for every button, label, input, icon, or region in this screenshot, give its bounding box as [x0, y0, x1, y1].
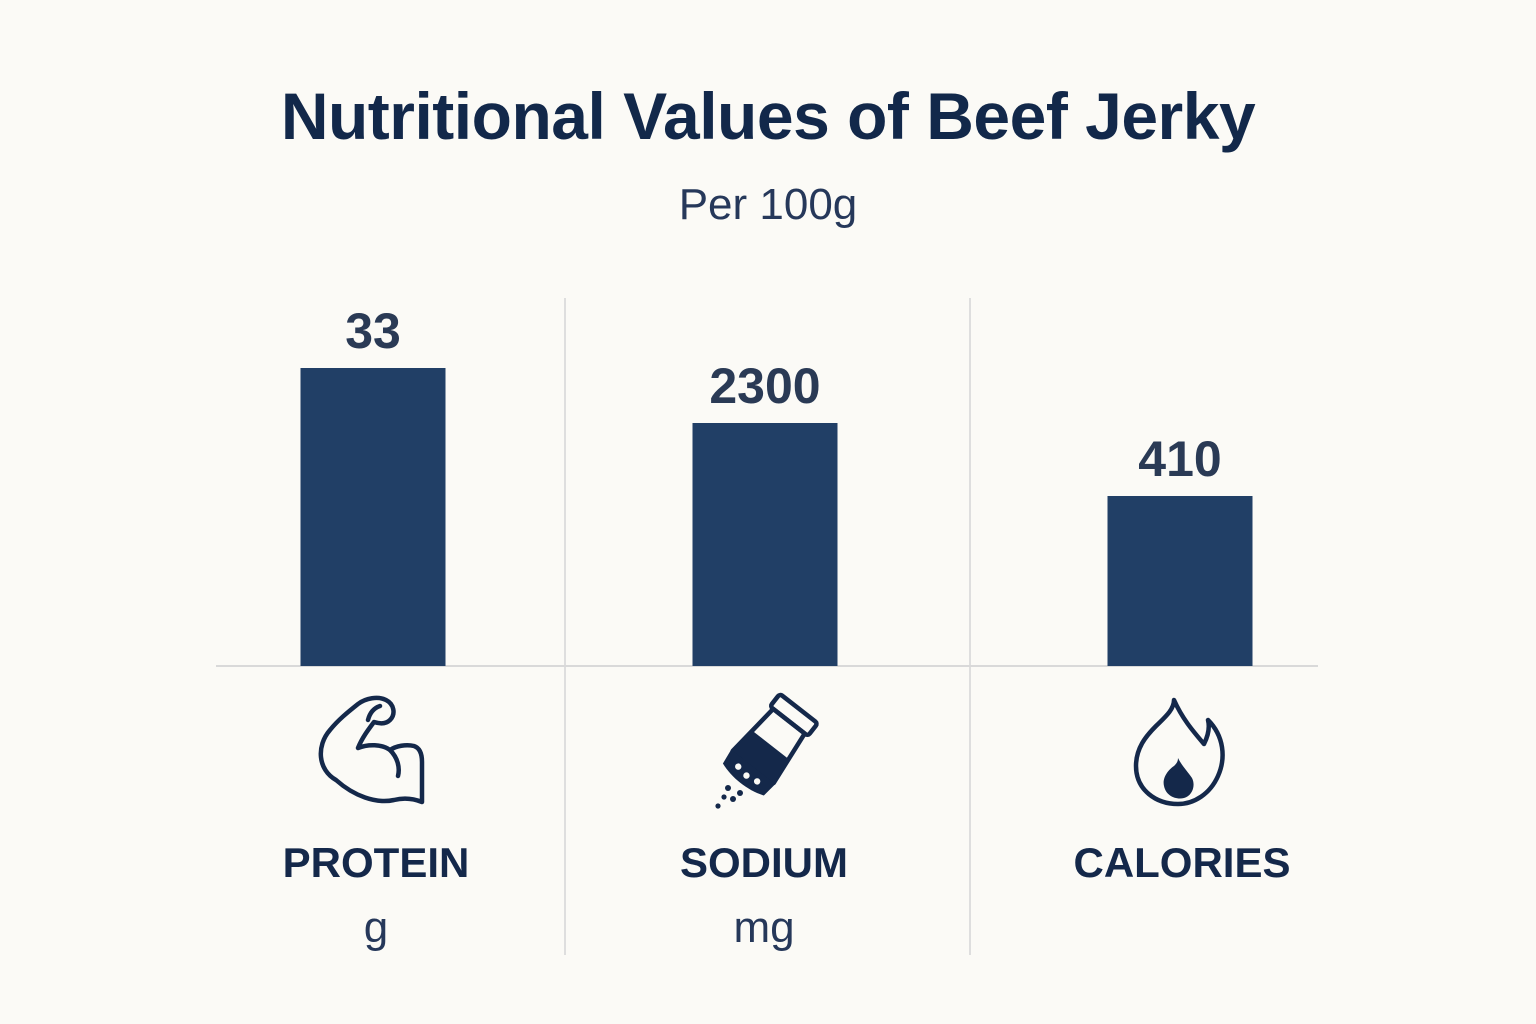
- bars-group: 33 2300 410: [300, 303, 1253, 666]
- category-label-calories: CALORIES: [1073, 839, 1290, 886]
- category-label-protein: PROTEIN: [283, 839, 470, 886]
- bar-calories: [1107, 496, 1253, 666]
- value-label-sodium: 2300: [709, 358, 820, 414]
- bar-sodium: [692, 423, 838, 666]
- bar-protein: [300, 368, 446, 666]
- salt-grains: [715, 785, 743, 809]
- category-label-sodium: SODIUM: [680, 839, 848, 886]
- salt-shaker-icon: [722, 692, 819, 796]
- value-label-protein: 33: [345, 303, 401, 359]
- chart-title: Nutritional Values of Beef Jerky: [280, 79, 1256, 153]
- unit-label-sodium: mg: [733, 903, 794, 952]
- flame-icon: [1133, 697, 1225, 807]
- value-label-calories: 410: [1138, 431, 1221, 487]
- flexed-arm-icon: [318, 695, 425, 805]
- unit-label-protein: g: [364, 903, 388, 952]
- chart-subtitle: Per 100g: [678, 180, 858, 229]
